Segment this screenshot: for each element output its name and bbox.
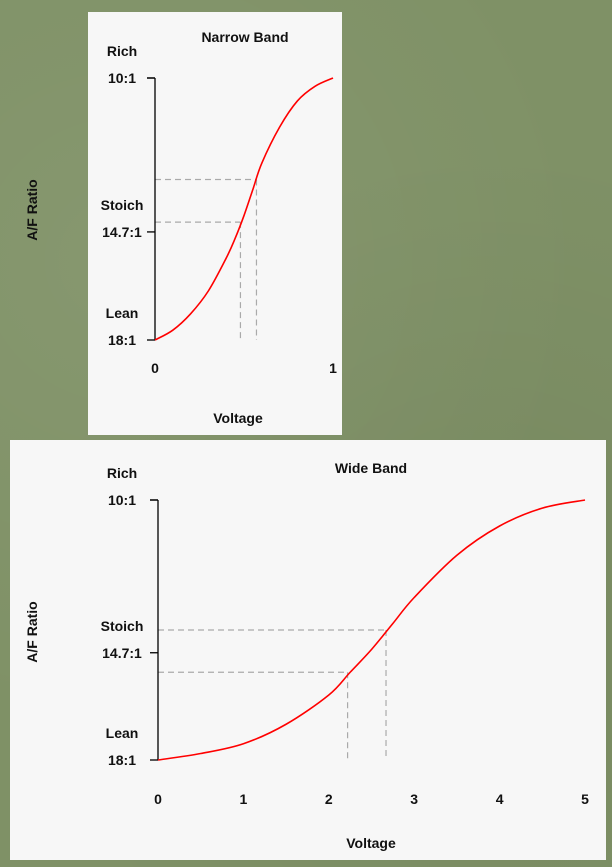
wide-y-tick-stoich-label: Stoich xyxy=(101,618,144,634)
wide-x-tick-1: 1 xyxy=(240,791,248,807)
narrow-y-tick-stoich-label: Stoich xyxy=(101,197,144,213)
wide-y-tick-rich-label: Rich xyxy=(107,465,137,481)
narrow-band-panel xyxy=(88,12,342,435)
wide-y-axis-title: A/F Ratio xyxy=(24,601,40,662)
narrow-y-tick-rich-value: 10:1 xyxy=(108,70,136,86)
narrow-y-axis-title: A/F Ratio xyxy=(24,179,40,240)
wide-x-tick-3: 3 xyxy=(410,791,418,807)
wide-y-tick-stoich-value: 14.7:1 xyxy=(102,645,142,661)
wide-x-tick-2: 2 xyxy=(325,791,333,807)
wide-chart-title: Wide Band xyxy=(335,460,407,476)
wide-x-axis-title: Voltage xyxy=(346,835,396,851)
narrow-y-tick-rich-label: Rich xyxy=(107,43,137,59)
wide-x-tick-0: 0 xyxy=(154,791,162,807)
narrow-x-tick-1: 1 xyxy=(329,360,337,376)
narrow-y-tick-lean-label: Lean xyxy=(106,305,139,321)
wide-x-tick-4: 4 xyxy=(496,791,504,807)
narrow-y-tick-lean-value: 18:1 xyxy=(108,332,136,348)
narrow-chart-title: Narrow Band xyxy=(201,29,288,45)
wide-band-panel xyxy=(10,440,606,860)
narrow-x-axis-title: Voltage xyxy=(213,410,263,426)
narrow-y-tick-stoich-value: 14.7:1 xyxy=(102,224,142,240)
wide-y-tick-lean-label: Lean xyxy=(106,725,139,741)
wide-y-tick-rich-value: 10:1 xyxy=(108,492,136,508)
narrow-response-curve xyxy=(154,77,334,341)
wide-y-tick-lean-value: 18:1 xyxy=(108,752,136,768)
wide-x-tick-5: 5 xyxy=(581,791,589,807)
wide-response-curve xyxy=(157,499,586,761)
narrow-x-tick-0: 0 xyxy=(151,360,159,376)
